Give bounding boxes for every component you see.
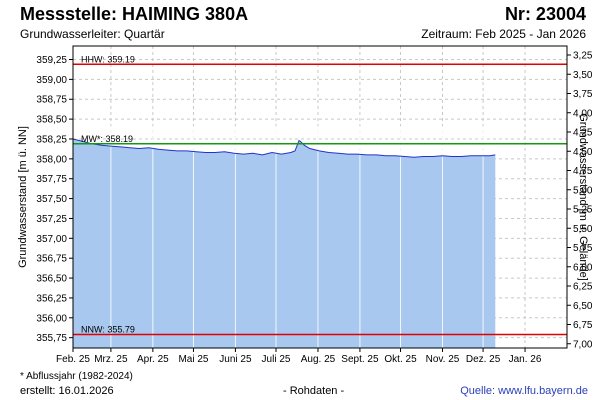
y-right-tick-label: 5,25 (573, 205, 593, 216)
y-tick-label: 356,75 (36, 254, 67, 265)
y-axis-left: 359,25 359,00 358,75 358,50 358,25 358,00 357,… (36, 55, 73, 344)
y-tick-label: 355,75 (36, 333, 67, 344)
x-tick-label: Aug. 25 (301, 354, 336, 365)
station-title: Messstelle: HAIMING 380A (20, 4, 249, 24)
x-tick-label: Okt. 25 (384, 354, 417, 365)
x-tick-label: Sept. 25 (341, 354, 379, 365)
level-area (73, 139, 496, 348)
x-tick-label: Mrz. 25 (94, 354, 128, 365)
reference-lines: HHW: 359.19 MW*: 358.19 NNW: 355.79 (73, 54, 567, 336)
y-axis-label-right: Grundwasserstand [m u. Gelände] (577, 113, 589, 281)
x-axis: Feb. 25 Mrz. 25 Apr. 25 Mai 25 Juni 25 Juli 2… (56, 348, 542, 365)
aquifer-label: Grundwasserleiter: Quartär (20, 27, 165, 41)
level-line (72, 138, 496, 158)
y-right-tick-label: 3,75 (573, 89, 593, 100)
y-right-tick-label: 6,00 (573, 262, 593, 273)
created-date: erstellt: 16.01.2026 (20, 385, 114, 397)
y-right-tick-label: 4,75 (573, 166, 593, 177)
y-right-tick-label: 3,50 (573, 70, 593, 81)
x-tick-label: Juli 25 (262, 354, 291, 365)
y-tick-label: 358,75 (36, 95, 67, 106)
footnote: * Abflussjahr (1982-2024) (20, 371, 133, 382)
reference-label-2: NNW: 355.79 (81, 324, 135, 334)
y-tick-label: 356,00 (36, 313, 67, 324)
x-tick-label: Dez. 25 (466, 354, 501, 365)
y-tick-label: 359,00 (36, 75, 67, 86)
y-right-tick-label: 5,75 (573, 243, 593, 254)
plot-frame (72, 45, 568, 349)
y-right-tick-label: 7,00 (573, 339, 593, 350)
y-right-tick-label: 5,50 (573, 224, 593, 235)
y-tick-label: 357,75 (36, 174, 67, 185)
y-tick-label: 358,25 (36, 134, 67, 145)
y-tick-label: 357,25 (36, 214, 67, 225)
y-right-tick-label: 4,25 (573, 128, 593, 139)
x-tick-label: Juni 25 (219, 354, 252, 365)
y-right-tick-label: 4,50 (573, 147, 593, 158)
y-axis-label-left: Grundwasserstand [m ü. NN] (17, 126, 29, 268)
x-tick-label: Apr. 25 (137, 354, 169, 365)
x-tick-label: Feb. 25 (56, 354, 90, 365)
reference-label-0: HHW: 359.19 (81, 54, 135, 64)
y-right-tick-label: 6,75 (573, 320, 593, 331)
rawdata-label: - Rohdaten - (283, 385, 345, 397)
x-tick-label: Nov. 25 (426, 354, 460, 365)
y-right-tick-label: 6,25 (573, 282, 593, 293)
y-tick-label: 356,50 (36, 274, 67, 285)
source-link[interactable]: Quelle: www.lfu.bayern.de (460, 385, 588, 397)
period-label: Zeitraum: Feb 2025 - Jan 2026 (421, 27, 586, 41)
station-number: Nr: 23004 (504, 4, 586, 24)
y-right-tick-label: 3,25 (573, 51, 593, 62)
y-tick-label: 359,25 (36, 55, 67, 66)
x-tick-label: Jan. 26 (509, 354, 542, 365)
y-tick-label: 358,50 (36, 115, 67, 126)
y-right-tick-label: 6,50 (573, 301, 593, 312)
reference-label-1: MW*: 358.19 (81, 134, 133, 144)
x-tick-label: Mai 25 (178, 354, 208, 365)
y-right-tick-label: 4,00 (573, 108, 593, 119)
y-axis-right: 3,25 3,50 3,75 4,00 4,25 4,50 4,75 5,00 5,25 5,50… (567, 51, 593, 350)
y-tick-label: 357,50 (36, 194, 67, 205)
month-lines (110, 126, 484, 348)
y-tick-label: 358,00 (36, 154, 67, 165)
y-tick-label: 357,00 (36, 234, 67, 245)
y-right-tick-label: 5,00 (573, 185, 593, 196)
y-tick-label: 356,25 (36, 293, 67, 304)
